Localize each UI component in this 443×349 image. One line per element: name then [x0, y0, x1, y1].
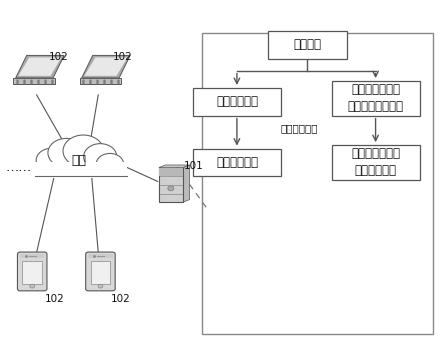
- Polygon shape: [80, 78, 121, 84]
- Text: 互联通信关系: 互联通信关系: [281, 123, 319, 133]
- Bar: [159, 168, 183, 202]
- Text: 102: 102: [44, 294, 64, 304]
- Bar: [268, 31, 347, 59]
- Bar: [159, 168, 183, 176]
- Text: ……: ……: [6, 161, 32, 174]
- Polygon shape: [13, 78, 55, 84]
- Bar: [88, 254, 113, 258]
- Text: 101: 101: [184, 161, 204, 171]
- FancyBboxPatch shape: [17, 252, 47, 291]
- Polygon shape: [18, 58, 62, 76]
- Text: 第一类映射表和
第二类映射表: 第一类映射表和 第二类映射表: [351, 147, 400, 177]
- Text: 网络: 网络: [71, 154, 86, 167]
- Circle shape: [36, 148, 67, 173]
- Text: 102: 102: [113, 52, 132, 62]
- Bar: [30, 162, 127, 178]
- Polygon shape: [82, 55, 130, 78]
- Text: 102: 102: [110, 294, 130, 304]
- Bar: [193, 149, 281, 176]
- FancyBboxPatch shape: [85, 252, 115, 291]
- FancyBboxPatch shape: [22, 261, 42, 284]
- Polygon shape: [183, 165, 190, 202]
- Circle shape: [63, 135, 104, 167]
- Bar: [202, 32, 433, 334]
- FancyBboxPatch shape: [90, 261, 110, 284]
- Circle shape: [96, 154, 124, 175]
- Bar: [331, 145, 420, 180]
- Bar: [331, 81, 420, 116]
- Text: 第一互联组织: 第一互联组织: [216, 156, 258, 169]
- Circle shape: [30, 284, 35, 288]
- Circle shape: [98, 284, 103, 288]
- Circle shape: [48, 139, 85, 167]
- Text: 加入请求: 加入请求: [293, 38, 321, 51]
- Polygon shape: [159, 165, 190, 168]
- Bar: [193, 88, 281, 116]
- Text: 102: 102: [49, 52, 69, 62]
- Text: 企业架构信息和
互联组织加入信息: 企业架构信息和 互联组织加入信息: [348, 83, 404, 113]
- Text: 互联组织标识: 互联组织标识: [216, 95, 258, 108]
- Polygon shape: [84, 58, 128, 76]
- Circle shape: [84, 144, 117, 170]
- Polygon shape: [16, 55, 64, 78]
- Circle shape: [168, 186, 174, 191]
- Bar: [20, 254, 44, 258]
